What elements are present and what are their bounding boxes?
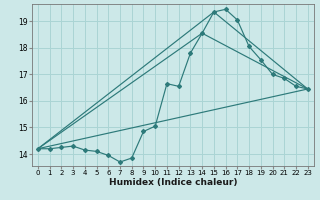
- X-axis label: Humidex (Indice chaleur): Humidex (Indice chaleur): [108, 178, 237, 187]
